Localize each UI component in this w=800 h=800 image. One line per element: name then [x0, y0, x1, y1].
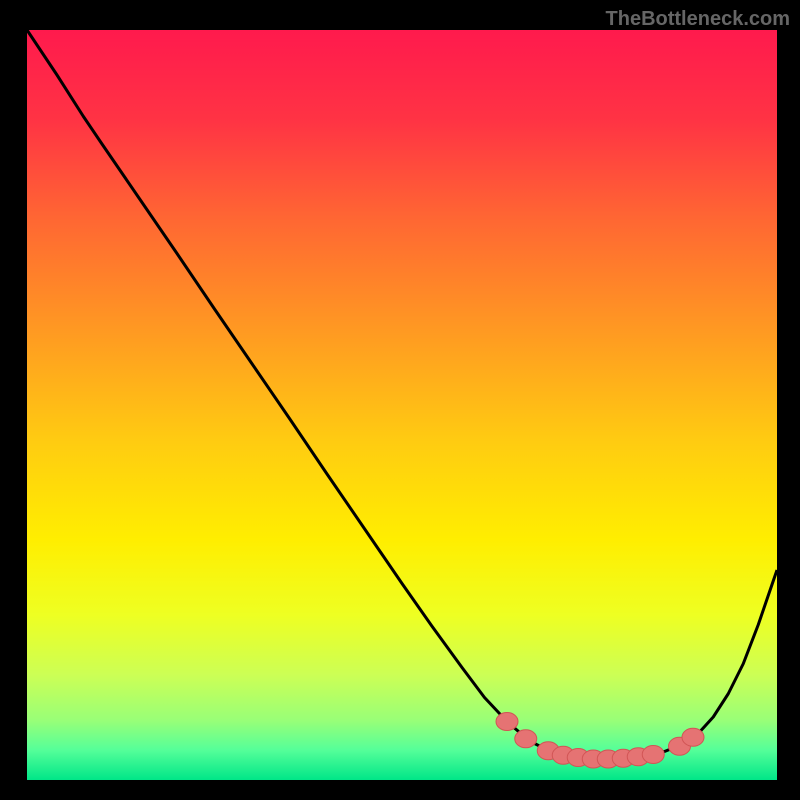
watermark-text: TheBottleneck.com	[606, 8, 790, 31]
curve-marker	[515, 730, 537, 748]
plot-background	[27, 30, 777, 780]
bottleneck-curve-chart	[0, 0, 800, 800]
chart-container: TheBottleneck.com	[0, 0, 800, 800]
curve-marker	[682, 728, 704, 746]
curve-marker	[642, 746, 664, 764]
curve-marker	[496, 713, 518, 731]
